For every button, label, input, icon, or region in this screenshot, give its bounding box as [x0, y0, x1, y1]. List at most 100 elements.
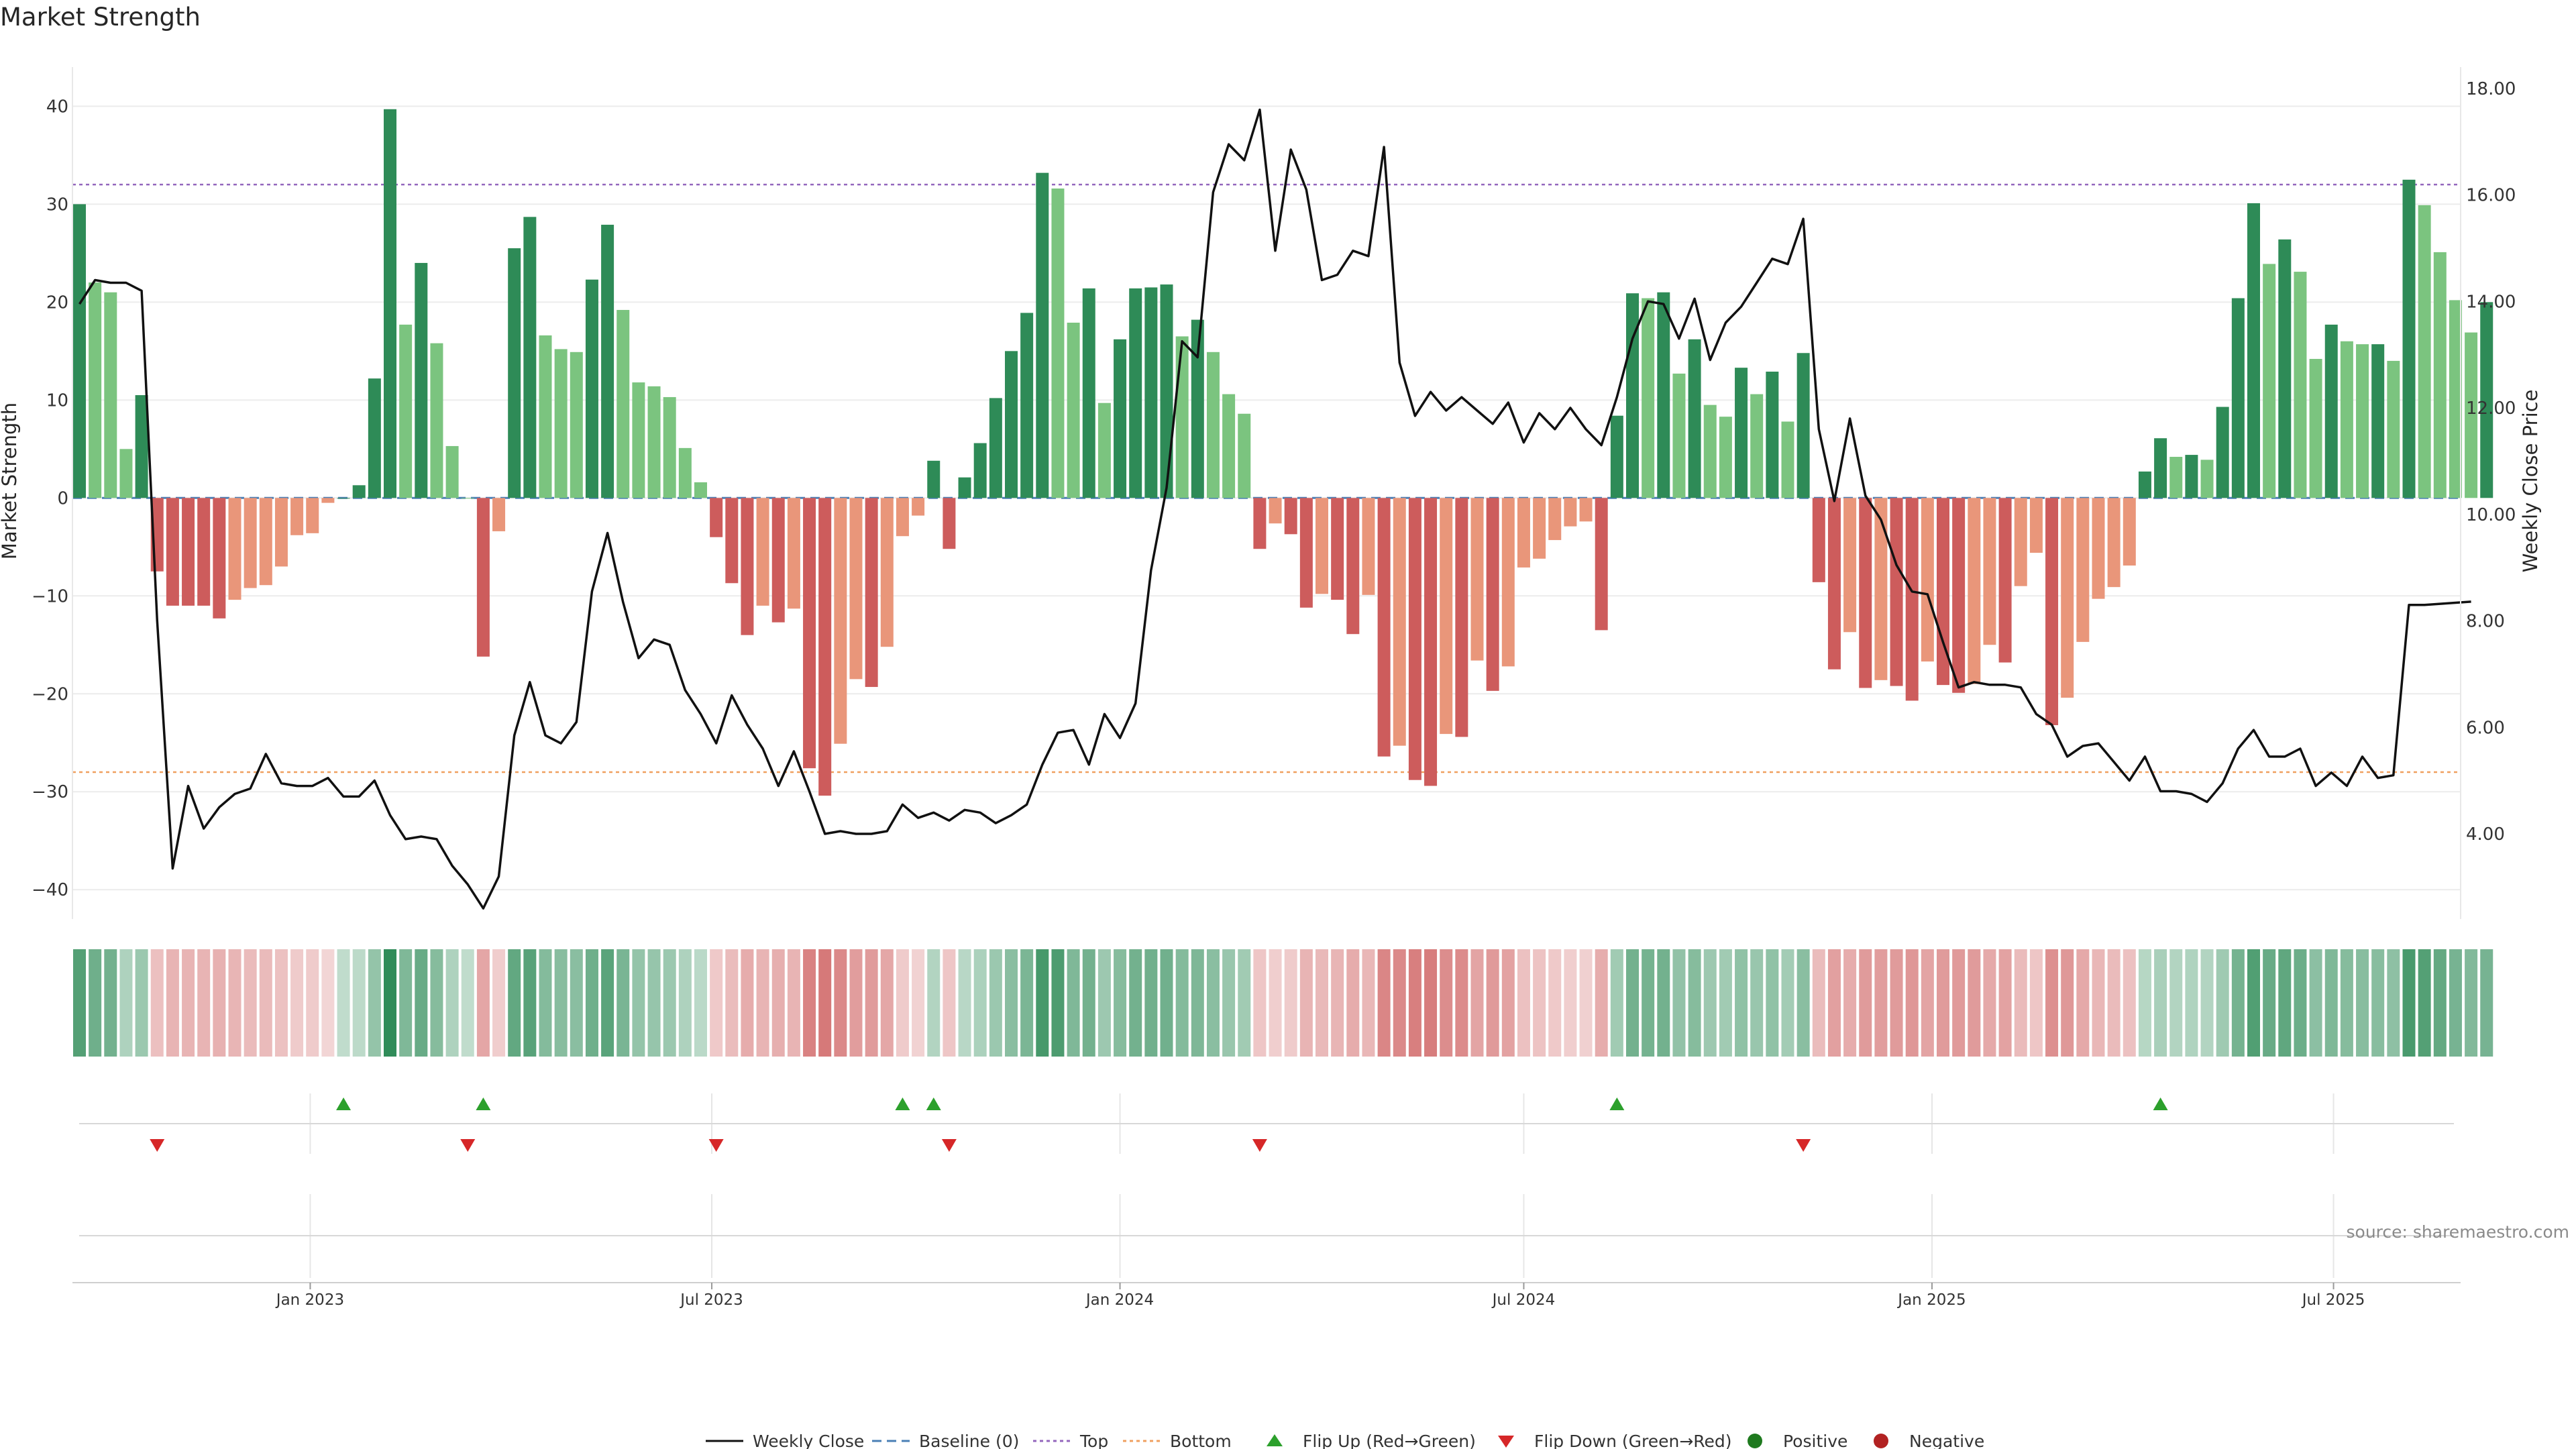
- heat-cell: [445, 949, 459, 1057]
- heat-cell: [725, 949, 739, 1057]
- strength-bar: [1114, 339, 1127, 498]
- heat-cell: [1874, 949, 1888, 1057]
- heat-cell: [2247, 949, 2260, 1057]
- legend-label: Flip Down (Green→Red): [1534, 1432, 1732, 1449]
- heat-cell: [2449, 949, 2462, 1057]
- heat-cell: [1533, 949, 1546, 1057]
- weekly-close-line: [78, 108, 2471, 910]
- heat-cell: [880, 949, 894, 1057]
- strength-bar: [213, 498, 226, 619]
- strength-bar: [1595, 498, 1608, 631]
- strength-bar: [1005, 351, 1018, 498]
- heat-cell: [1051, 949, 1065, 1057]
- heat-cell: [1921, 949, 1934, 1057]
- heat-cell: [741, 949, 754, 1057]
- heat-cell: [1890, 949, 1903, 1057]
- strength-bar: [73, 204, 86, 498]
- strength-bar: [1424, 498, 1438, 786]
- heat-cell: [1796, 949, 1810, 1057]
- heat-cell: [2278, 949, 2292, 1057]
- strength-bar: [818, 498, 832, 796]
- strength-bar: [2402, 179, 2416, 498]
- flip-up-marker: [926, 1097, 941, 1110]
- axes: 40 30 20 10 0 −10 −20 −30 −40 18.00 16.00 14.00 12.0…: [32, 67, 2516, 919]
- strength-bar: [1144, 287, 1158, 498]
- heat-cell: [1284, 949, 1297, 1057]
- strength-bar: [943, 498, 956, 549]
- heat-cell: [274, 949, 288, 1057]
- heat-cell: [508, 949, 521, 1057]
- strength-bar: [725, 498, 739, 584]
- heat-cell: [1905, 949, 1919, 1057]
- strength-bar: [306, 498, 319, 533]
- strength-bar: [958, 477, 971, 498]
- heat-cell: [1501, 949, 1515, 1057]
- strength-bar: [678, 447, 692, 498]
- heat-cell: [1486, 949, 1499, 1057]
- strength-bar: [989, 398, 1002, 498]
- heat-cell: [1020, 949, 1034, 1057]
- strength-bar: [1642, 298, 1655, 498]
- strength-bar: [1331, 498, 1344, 600]
- heat-cell: [2340, 949, 2353, 1057]
- heat-cell: [896, 949, 909, 1057]
- strength-bar: [834, 498, 847, 744]
- strength-bar: [1517, 498, 1530, 568]
- heat-cell: [119, 949, 133, 1057]
- heat-cell: [2185, 949, 2198, 1057]
- heat-cell: [834, 949, 847, 1057]
- y-left-tick-label: 20: [46, 292, 68, 313]
- heat-cell: [2123, 949, 2136, 1057]
- heat-cell: [337, 949, 350, 1057]
- strength-bar: [1191, 319, 1204, 498]
- strength-bar: [694, 482, 707, 498]
- heat-cell: [803, 949, 816, 1057]
- heat-cell: [554, 949, 568, 1057]
- heat-cell: [1657, 949, 1670, 1057]
- strength-bar: [1051, 189, 1065, 498]
- heat-cell: [104, 949, 117, 1057]
- strength-bar: [1082, 288, 1095, 498]
- heat-cell: [1299, 949, 1313, 1057]
- heat-cell: [89, 949, 102, 1057]
- strength-bar: [1579, 498, 1593, 522]
- close-price-path: [78, 108, 2471, 910]
- heat-cell: [756, 949, 769, 1057]
- strength-bar: [710, 498, 723, 537]
- heat-cell: [2076, 949, 2090, 1057]
- heat-cell: [244, 949, 257, 1057]
- flip-up-marker: [476, 1097, 491, 1110]
- flip-up-marker: [895, 1097, 910, 1110]
- strength-bar: [166, 498, 179, 606]
- strength-bar: [1316, 498, 1328, 594]
- heat-cell: [1937, 949, 1949, 1057]
- y-right-axis-title: Weekly Close Price: [2519, 390, 2542, 573]
- heat-cell: [1642, 949, 1655, 1057]
- flip-markers-panel: [79, 1093, 2454, 1278]
- strength-bar: [912, 498, 925, 516]
- strength-bar: [2092, 498, 2105, 599]
- strength-bar: [1890, 498, 1903, 686]
- heat-cell: [290, 949, 304, 1057]
- strength-bar: [2263, 264, 2276, 498]
- heat-cell: [368, 949, 381, 1057]
- heat-cell: [694, 949, 707, 1057]
- heat-cell: [1843, 949, 1857, 1057]
- strength-bar: [1626, 293, 1639, 498]
- heat-cell: [1517, 949, 1530, 1057]
- strength-bar: [1766, 371, 1779, 498]
- heat-cell: [150, 949, 164, 1057]
- date-tick-label: Jul 2024: [1491, 1291, 1556, 1309]
- heat-cell: [352, 949, 366, 1057]
- strength-bar: [2200, 460, 2214, 498]
- heat-cell: [1827, 949, 1841, 1057]
- strength-bar: [1952, 498, 1966, 693]
- heat-cell: [1548, 949, 1562, 1057]
- strength-bar: [803, 498, 816, 769]
- heat-cell: [166, 949, 179, 1057]
- strength-bar: [1222, 394, 1236, 498]
- legend-label: Bottom: [1170, 1432, 1232, 1449]
- y-left-tick-label: −40: [32, 880, 68, 900]
- heat-cell: [1750, 949, 1764, 1057]
